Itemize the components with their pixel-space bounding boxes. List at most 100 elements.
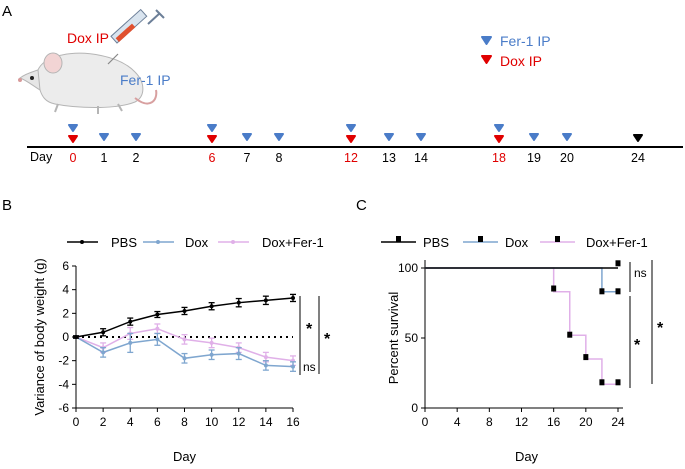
survival-line-Dox xyxy=(425,267,618,293)
x-tick-label: 12 xyxy=(232,415,246,429)
data-point xyxy=(128,340,133,345)
x-tick-label: 10 xyxy=(205,415,219,429)
timeline-day-label: Day xyxy=(30,150,53,164)
legend-marker-Dox xyxy=(156,240,160,244)
x-tick-label: 6 xyxy=(154,415,161,429)
legend-label: PBS xyxy=(111,235,137,250)
censor-mark xyxy=(583,354,589,361)
fer-arrow-icon xyxy=(562,133,572,141)
timeline-day-20: 20 xyxy=(560,151,574,165)
fer-arrow-icon xyxy=(242,133,252,141)
timeline-day-13: 13 xyxy=(382,151,396,165)
y-tick-label: 2 xyxy=(62,306,69,320)
censor-mark xyxy=(599,288,605,295)
data-point xyxy=(182,356,187,361)
data-point xyxy=(101,330,106,335)
censor-mark xyxy=(615,260,621,267)
fer-arrow-icon xyxy=(346,124,356,132)
timeline-day-19: 19 xyxy=(527,151,541,165)
survival-line-Dox+Fer-1 xyxy=(425,267,618,385)
censor-mark xyxy=(567,331,573,338)
x-tick-label: 12 xyxy=(515,415,529,429)
data-point xyxy=(182,308,187,313)
legend-dox-arrow-icon xyxy=(481,55,492,64)
legend-fer-arrow-icon xyxy=(481,36,492,45)
significance-label: * xyxy=(634,337,641,354)
timeline-day-7: 7 xyxy=(244,151,251,165)
fer-arrow-icon xyxy=(207,124,217,132)
timeline-day-6: 6 xyxy=(209,151,216,165)
legend-label: PBS xyxy=(423,235,449,250)
legend-marker-PBS xyxy=(396,236,401,242)
y-tick-label: -6 xyxy=(58,401,69,415)
y-tick-label: 0 xyxy=(62,330,69,344)
censor-mark xyxy=(551,285,557,292)
fer-arrow-icon xyxy=(384,133,394,141)
series-line-PBS xyxy=(75,297,294,338)
body-weight-chart: 6 4 2 0 -2 -4 -6 0 2 4 6 8 10 12 14 16 Day Variance of bo… xyxy=(32,235,331,464)
x-tick-label: 8 xyxy=(181,415,188,429)
y-axis-label: Variance of body weight (g) xyxy=(32,258,47,415)
dox-arrow-icon xyxy=(207,135,217,143)
x-tick-label: 16 xyxy=(547,415,561,429)
data-point xyxy=(236,300,241,305)
y-tick-label: 0 xyxy=(411,401,418,415)
y-axis-label: Percent survival xyxy=(386,292,401,385)
legend-label: Dox xyxy=(505,235,529,250)
data-point xyxy=(209,352,214,357)
legend-label: Dox+Fer-1 xyxy=(262,235,324,250)
x-tick-label: 0 xyxy=(73,415,80,429)
fer-arrow-icon xyxy=(274,133,284,141)
dox-arrow-icon xyxy=(494,135,504,143)
fer-arrow-icon xyxy=(529,133,539,141)
significance-label: ns xyxy=(634,266,647,280)
x-tick-label: 2 xyxy=(100,415,107,429)
syringe-icon xyxy=(107,8,165,65)
fer-arrow-icon xyxy=(68,124,78,132)
x-tick-label: 20 xyxy=(579,415,593,429)
y-tick-label: 6 xyxy=(62,259,69,273)
data-point xyxy=(155,312,160,317)
legend-marker-PBS xyxy=(80,240,84,244)
dox-arrow-icon xyxy=(68,135,78,143)
censor-mark xyxy=(599,379,605,386)
panel-label-c: C xyxy=(356,197,367,214)
survival-chart: 100 50 00 4 8 12 16 20 24 Day Percent survival PBS D… xyxy=(381,235,664,464)
censor-mark xyxy=(615,288,621,295)
end-arrow-icon xyxy=(633,134,643,142)
timeline-day-8: 8 xyxy=(276,151,283,165)
significance-label: * xyxy=(657,320,664,337)
x-axis-label: Day xyxy=(173,449,197,464)
fer-arrow-icon xyxy=(494,124,504,132)
data-point xyxy=(291,295,295,300)
data-point xyxy=(209,304,214,309)
legend-fer-label: Fer-1 IP xyxy=(500,33,551,49)
timeline-day-24: 24 xyxy=(631,151,645,165)
legend-dox-label: Dox IP xyxy=(500,53,542,69)
legend-marker-Dox+Fer-1 xyxy=(231,240,235,244)
x-tick-label: 4 xyxy=(454,415,461,429)
x-tick-label: 4 xyxy=(127,415,134,429)
y-tick-label: 4 xyxy=(62,283,69,297)
timeline-day-18: 18 xyxy=(492,151,506,165)
data-point xyxy=(291,364,295,369)
legend-marker-Dox+Fer-1 xyxy=(555,236,560,242)
data-point xyxy=(155,337,160,342)
x-axis-label: Day xyxy=(515,449,539,464)
y-tick-label: -2 xyxy=(58,354,69,368)
data-point xyxy=(263,355,268,360)
data-point xyxy=(128,319,133,324)
panel-label-b: B xyxy=(2,197,12,214)
legend-marker-Dox xyxy=(478,236,483,242)
significance-label: * xyxy=(324,331,331,348)
data-point xyxy=(263,363,268,368)
timeline-day-1: 1 xyxy=(101,151,108,165)
x-tick-label: 14 xyxy=(259,415,273,429)
data-point xyxy=(182,337,187,342)
mouse-illustration xyxy=(18,52,158,114)
y-tick-label: 50 xyxy=(405,331,419,345)
timeline-day-2: 2 xyxy=(133,151,140,165)
timeline-day-14: 14 xyxy=(414,151,428,165)
mouse-dox-label: Dox IP xyxy=(67,30,109,46)
